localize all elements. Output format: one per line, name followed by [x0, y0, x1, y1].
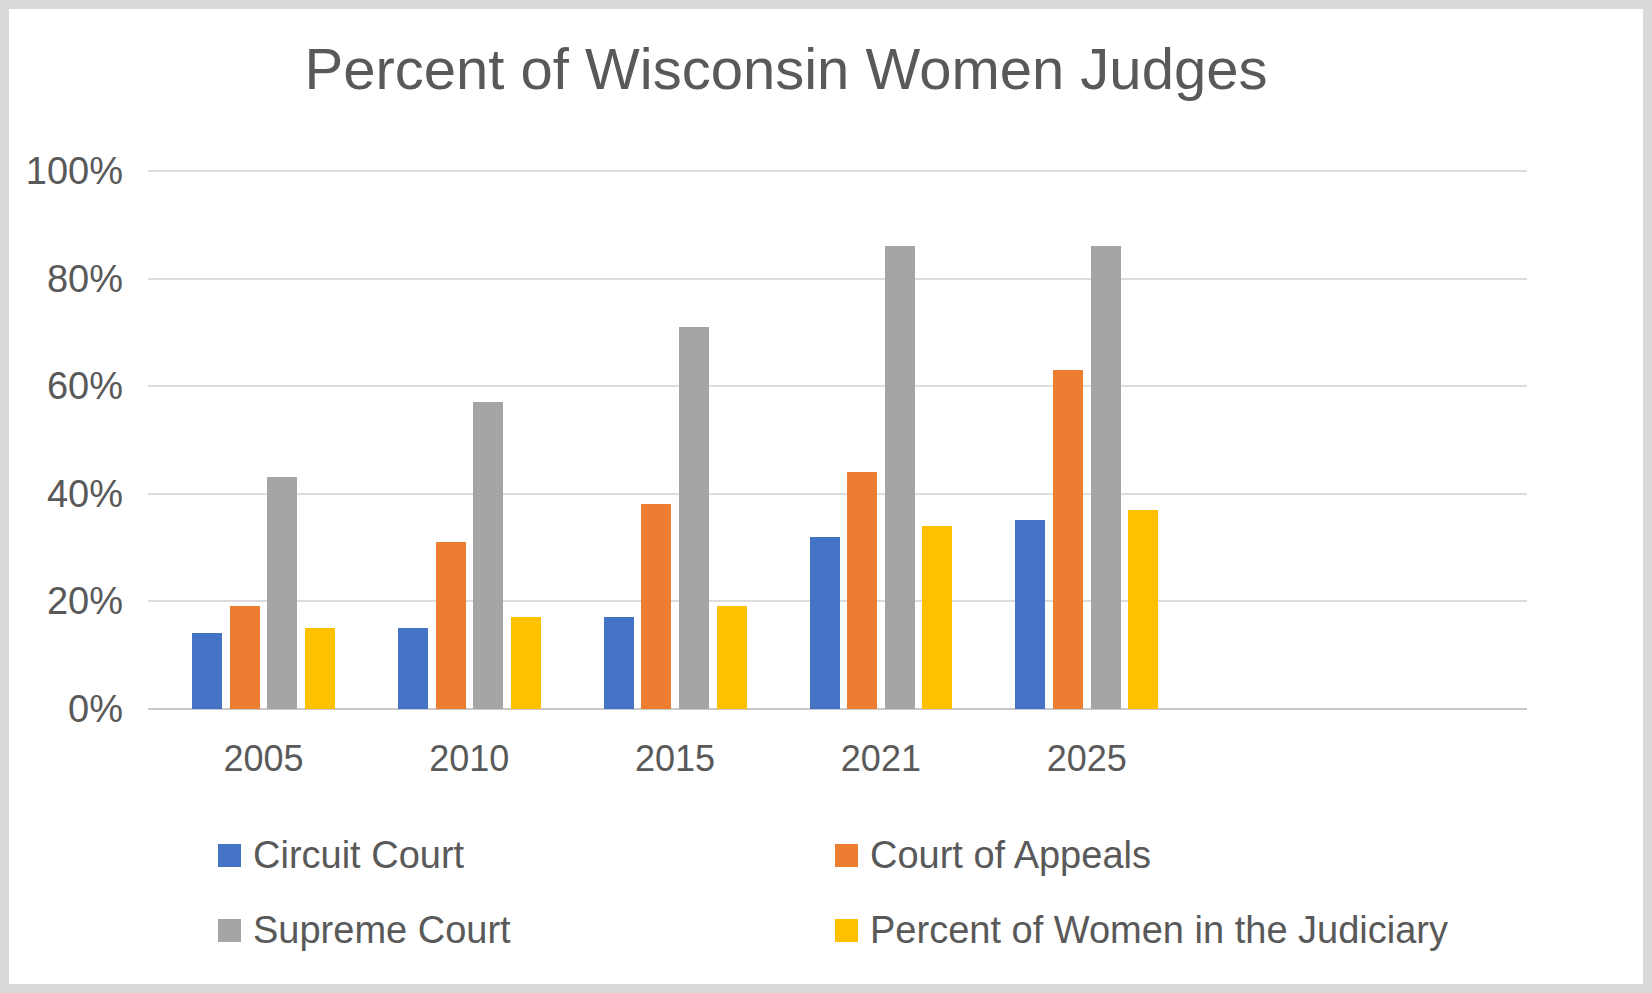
legend-swatch-circuit-court [218, 844, 241, 867]
bar-percent-of-women-in-the-judiciary-2010 [511, 617, 541, 708]
bar-court-of-appeals-2010 [436, 542, 466, 709]
bar-circuit-court-2010 [398, 628, 428, 709]
y-axis-tick-label: 80% [9, 256, 123, 302]
bar-percent-of-women-in-the-judiciary-2005 [305, 628, 335, 709]
bar-percent-of-women-in-the-judiciary-2025 [1128, 510, 1158, 709]
bar-court-of-appeals-2025 [1053, 370, 1083, 709]
y-axis-tick-label: 20% [9, 578, 123, 624]
x-axis-label: 2021 [781, 737, 981, 781]
x-axis-label: 2015 [575, 737, 775, 781]
bar-supreme-court-2021 [885, 246, 915, 708]
bar-circuit-court-2015 [604, 617, 634, 708]
gridline [148, 385, 1527, 387]
bar-supreme-court-2010 [473, 402, 503, 708]
bar-court-of-appeals-2005 [230, 606, 260, 708]
y-axis-tick-label: 40% [9, 471, 123, 517]
legend-item-percent-of-women-in-the-judiciary: Percent of Women in the Judiciary [835, 914, 1448, 946]
bar-percent-of-women-in-the-judiciary-2021 [922, 526, 952, 709]
legend-label: Percent of Women in the Judiciary [870, 909, 1448, 952]
y-axis-tick-label: 60% [9, 363, 123, 409]
legend-label: Court of Appeals [870, 834, 1151, 877]
gridline [148, 278, 1527, 280]
bar-percent-of-women-in-the-judiciary-2015 [717, 606, 747, 708]
bar-supreme-court-2025 [1091, 246, 1121, 708]
x-axis-label: 2005 [164, 737, 364, 781]
y-axis-tick-label: 100% [9, 148, 123, 194]
gridline [148, 493, 1527, 495]
bar-circuit-court-2021 [810, 537, 840, 709]
legend-swatch-supreme-court [218, 919, 241, 942]
legend-swatch-court-of-appeals [835, 844, 858, 867]
x-axis-label: 2010 [369, 737, 569, 781]
legend-label: Circuit Court [253, 834, 464, 877]
bar-circuit-court-2025 [1015, 520, 1045, 708]
chart-canvas: Percent of Wisconsin Women Judges 0% 20% 4… [0, 0, 1652, 993]
bar-supreme-court-2005 [267, 477, 297, 708]
legend-item-court-of-appeals: Court of Appeals [835, 839, 1151, 871]
chart-title: Percent of Wisconsin Women Judges [9, 35, 1563, 102]
x-axis-label: 2025 [987, 737, 1187, 781]
bar-court-of-appeals-2015 [641, 504, 671, 708]
legend-swatch-percent-of-women-in-the-judiciary [835, 919, 858, 942]
gridline [148, 170, 1527, 172]
bar-court-of-appeals-2021 [847, 472, 877, 709]
legend-label: Supreme Court [253, 909, 511, 952]
bar-circuit-court-2005 [192, 633, 222, 708]
legend-item-supreme-court: Supreme Court [218, 914, 511, 946]
legend-item-circuit-court: Circuit Court [218, 839, 464, 871]
y-axis-tick-label: 0% [9, 686, 123, 732]
bar-supreme-court-2015 [679, 327, 709, 709]
